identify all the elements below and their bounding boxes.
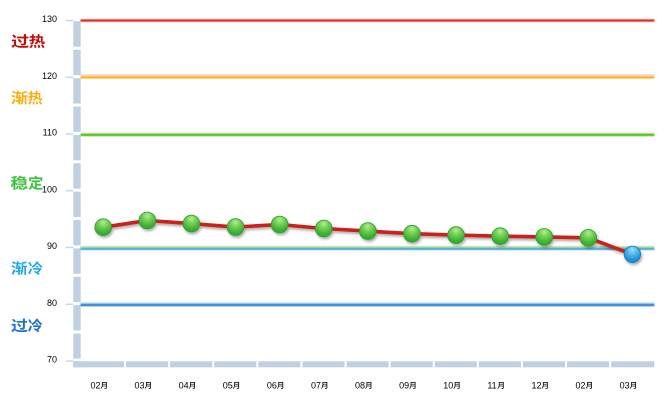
svg-text:05: 05 [223,380,233,390]
svg-text:06: 06 [267,380,277,390]
svg-text:11: 11 [487,380,496,390]
svg-text:02: 02 [576,380,586,390]
svg-text:90: 90 [47,241,57,251]
svg-text:10: 10 [443,380,453,390]
svg-text:130: 130 [42,14,57,24]
svg-text:03: 03 [135,380,145,390]
svg-text:70: 70 [47,355,57,365]
svg-text:110: 110 [43,128,57,138]
svg-text:120: 120 [42,71,57,81]
svg-text:100: 100 [42,184,57,194]
svg-text:09: 09 [399,380,409,390]
svg-text:04: 04 [179,380,189,390]
svg-text:12: 12 [531,380,541,390]
svg-text:07: 07 [311,380,321,390]
svg-text:80: 80 [47,298,57,308]
svg-text:02: 02 [90,380,100,390]
svg-text:08: 08 [355,380,365,390]
svg-text:03: 03 [620,380,630,390]
